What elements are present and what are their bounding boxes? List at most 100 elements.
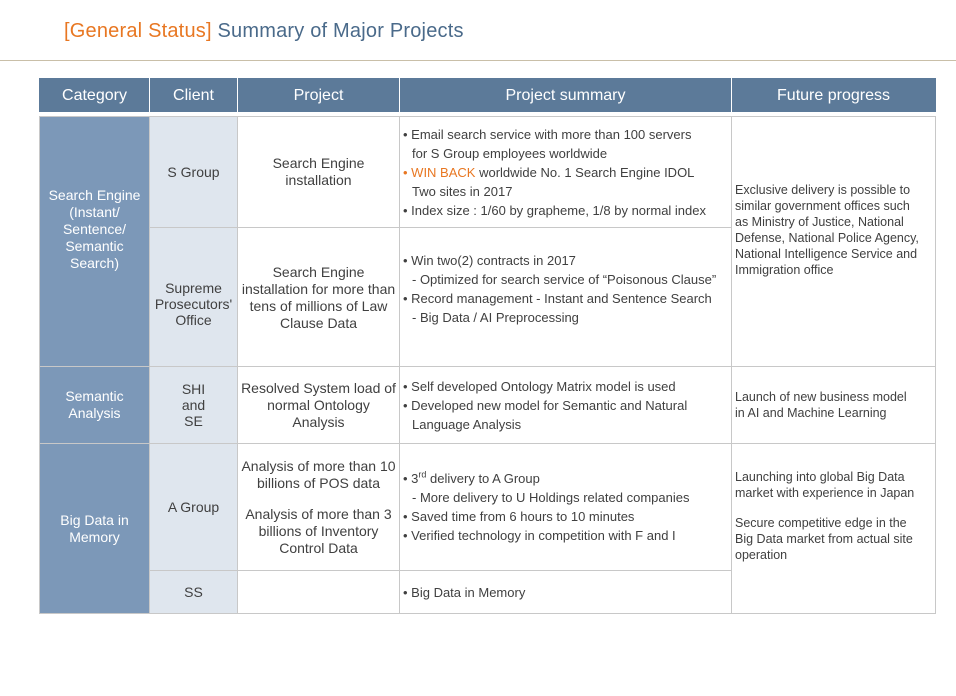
category-line: Semantic bbox=[65, 238, 124, 254]
summary-text: • 3 bbox=[403, 471, 419, 486]
category-line: Search) bbox=[69, 255, 120, 271]
client-line: SHI bbox=[181, 381, 206, 397]
table-row: Search Engine (Instant/ Sentence/ Semant… bbox=[39, 116, 936, 367]
summary-line: • Index size : 1/60 by grapheme, 1/8 by … bbox=[403, 202, 706, 218]
column-header-project: Project bbox=[237, 78, 400, 113]
client-line: Office bbox=[175, 312, 212, 328]
client-line: Supreme bbox=[165, 280, 222, 296]
column-header-category: Category bbox=[39, 78, 150, 113]
project-a-group: Analysis of more than 10 billions of POS… bbox=[237, 443, 400, 571]
column-header-summary: Project summary bbox=[399, 78, 732, 113]
client-shi-se: SHI and SE bbox=[149, 366, 238, 444]
project-line: Control Data bbox=[279, 539, 358, 556]
table-row: Semantic Analysis SHI and SE Resolved Sy… bbox=[39, 366, 936, 444]
project-spacer bbox=[240, 492, 397, 506]
column-header-client: Client bbox=[149, 78, 238, 113]
future-line: operation bbox=[735, 547, 788, 562]
summary-text: worldwide No. 1 Search Engine IDOL bbox=[475, 164, 695, 180]
project-shi-se: Resolved System load of normal Ontology … bbox=[237, 366, 400, 444]
project-line: Clause Data bbox=[279, 315, 358, 331]
category-line: Memory bbox=[69, 528, 120, 545]
summary-s-group: • Email search service with more than 10… bbox=[399, 116, 732, 228]
project-line: installation for more than bbox=[241, 281, 396, 297]
category-search-engine: Search Engine (Instant/ Sentence/ Semant… bbox=[39, 116, 150, 367]
client-a-group: A Group bbox=[149, 443, 238, 571]
summary-line: • Developed new model for Semantic and N… bbox=[403, 397, 688, 413]
future-line: market with experience in Japan bbox=[735, 485, 915, 500]
summary-line: • Verified technology in competition wit… bbox=[403, 528, 676, 543]
summary-ss: • Big Data in Memory bbox=[399, 570, 732, 614]
summary-shi-se: • Self developed Ontology Matrix model i… bbox=[399, 366, 732, 444]
client-ss: SS bbox=[149, 570, 238, 614]
client-s-group: S Group bbox=[149, 116, 238, 228]
title-main: Summary of Major Projects bbox=[217, 20, 464, 42]
future-big-data: Launching into global Big Data market wi… bbox=[731, 443, 936, 614]
future-line: Defense, National Police Agency, bbox=[735, 230, 919, 245]
category-big-data: Big Data in Memory bbox=[39, 443, 150, 614]
client-line: SE bbox=[184, 413, 203, 429]
summary-line: • Self developed Ontology Matrix model i… bbox=[403, 378, 676, 394]
project-line: billions of POS data bbox=[257, 474, 380, 491]
summary-line: • WIN BACK worldwide No. 1 Search Engine… bbox=[403, 163, 727, 182]
future-semantic-analysis: Launch of new business model in AI and M… bbox=[731, 366, 936, 444]
summary-line: Language Analysis bbox=[412, 416, 522, 432]
summary-line: Two sites in 2017 bbox=[412, 183, 513, 199]
summary-line: for S Group employees worldwide bbox=[412, 145, 608, 161]
category-line: (Instant/ bbox=[69, 204, 120, 220]
future-line: Launch of new business model bbox=[735, 390, 907, 404]
summary-line: • Email search service with more than 10… bbox=[403, 126, 692, 142]
page-title: [General Status] Summary of Major Projec… bbox=[64, 20, 464, 43]
table-header-row: Category Client Project Project summary … bbox=[39, 78, 936, 113]
project-s-group: Search Engine installation bbox=[237, 116, 400, 228]
future-line: Exclusive delivery is possible to bbox=[735, 182, 911, 197]
future-line: Immigration office bbox=[735, 262, 834, 277]
project-line: installation bbox=[285, 172, 352, 188]
category-line: Analysis bbox=[68, 405, 121, 421]
client-line: and bbox=[181, 397, 206, 413]
future-line: as Ministry of Justice, National bbox=[735, 214, 904, 229]
summary-line: • 3rd delivery to A Group bbox=[403, 469, 727, 488]
category-semantic-analysis: Semantic Analysis bbox=[39, 366, 150, 444]
project-supreme-prosecutors: Search Engine installation for more than… bbox=[237, 227, 400, 367]
project-line: billions of Inventory bbox=[258, 522, 379, 539]
future-search-engine: Exclusive delivery is possible to simila… bbox=[731, 116, 936, 367]
title-bracket: [General Status] bbox=[64, 20, 212, 42]
future-line: Big Data market from actual site bbox=[735, 531, 913, 546]
project-line: Analysis of more than 10 bbox=[241, 457, 396, 474]
project-line: Resolved System load of bbox=[241, 379, 396, 396]
summary-a-group: • 3rd delivery to A Group - More deliver… bbox=[399, 443, 732, 571]
future-line: Launching into global Big Data bbox=[735, 469, 905, 484]
table-row: SS • Big Data in Memory bbox=[40, 570, 936, 614]
summary-line: - More delivery to U Holdings related co… bbox=[412, 490, 690, 505]
summary-line: • Saved time from 6 hours to 10 minutes bbox=[403, 509, 635, 524]
summary-supreme-prosecutors: • Win two(2) contracts in 2017 - Optimiz… bbox=[399, 227, 732, 367]
future-line: in AI and Machine Learning bbox=[735, 406, 887, 420]
table-row: Big Data in Memory A Group Analysis of m… bbox=[39, 443, 936, 614]
ordinal-suffix: rd bbox=[418, 469, 427, 480]
category-line: Big Data in bbox=[60, 511, 129, 528]
project-line: Search Engine bbox=[272, 264, 365, 280]
category-line: Search Engine bbox=[48, 187, 141, 203]
summary-line: - Optimized for search service of “Poiso… bbox=[412, 272, 717, 287]
future-spacer bbox=[735, 501, 932, 515]
summary-line: - Big Data / AI Preprocessing bbox=[412, 310, 579, 325]
project-ss bbox=[237, 570, 400, 614]
category-line: Sentence/ bbox=[62, 221, 127, 237]
project-line: Search Engine bbox=[272, 155, 365, 171]
project-line: Analysis of more than 3 bbox=[245, 505, 392, 522]
project-line: tens of millions of Law bbox=[249, 298, 388, 314]
project-line: normal Ontology bbox=[267, 396, 370, 413]
table-row: Supreme Prosecutors' Office Search Engin… bbox=[40, 227, 936, 367]
column-header-future: Future progress bbox=[731, 78, 936, 113]
win-back-highlight: WIN BACK bbox=[411, 164, 476, 180]
projects-table: Category Client Project Project summary … bbox=[39, 78, 936, 614]
title-divider bbox=[0, 60, 956, 61]
project-line: Analysis bbox=[292, 413, 345, 430]
summary-text: delivery to A Group bbox=[426, 471, 540, 486]
future-line: Secure competitive edge in the bbox=[735, 515, 907, 530]
client-line: Prosecutors' bbox=[154, 296, 233, 312]
summary-line: • Record management - Instant and Senten… bbox=[403, 291, 712, 306]
bullet: • bbox=[403, 164, 412, 180]
category-line: Semantic bbox=[65, 388, 124, 404]
client-supreme-prosecutors: Supreme Prosecutors' Office bbox=[149, 227, 238, 367]
